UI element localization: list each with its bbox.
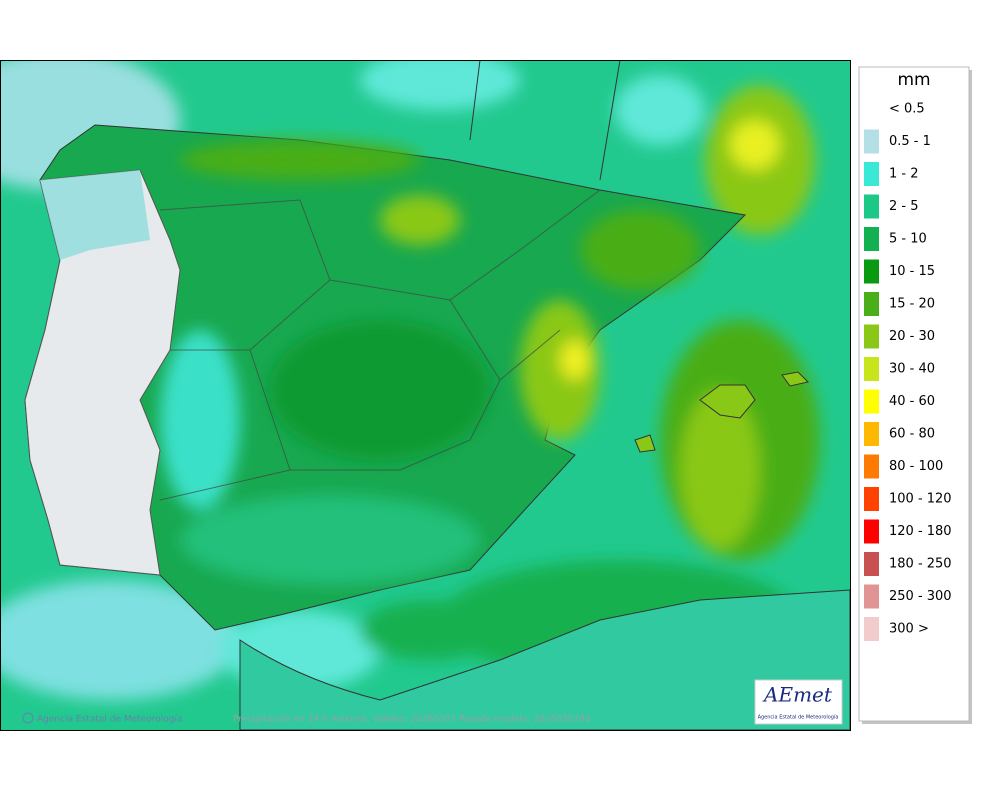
legend-swatch [864, 227, 879, 251]
legend-label: 2 - 5 [889, 199, 919, 214]
logo-subtitle: Agencia Estatal de Meteorología [758, 714, 839, 721]
map-frame [0, 60, 851, 731]
legend-swatch [864, 129, 879, 154]
legend-swatch [864, 617, 879, 641]
galicia-precip [40, 170, 150, 260]
legend-swatch [864, 292, 879, 316]
legend-swatch [864, 97, 879, 121]
legend-swatch [864, 389, 879, 414]
legend-label: 30 - 40 [889, 362, 935, 377]
legend-label: 40 - 60 [889, 394, 935, 409]
portugal-land [24, 169, 181, 576]
legend-title: mm [897, 70, 930, 90]
legend-swatch [864, 259, 879, 284]
legend-label: 60 - 80 [889, 427, 935, 442]
ibiza [634, 434, 656, 453]
legend-label: 250 - 300 [889, 589, 952, 604]
legend-label: 120 - 180 [889, 524, 952, 539]
menorca [781, 371, 809, 387]
map-area [1, 60, 850, 730]
legend-swatch [864, 454, 879, 479]
mallorca [699, 384, 756, 419]
logo-box [754, 679, 843, 725]
french-border [469, 60, 621, 181]
legend-swatch [864, 487, 879, 511]
legend-label: 15 - 20 [889, 297, 935, 312]
legend-swatch [864, 162, 879, 186]
legend-swatch [864, 357, 879, 381]
legend-label: 20 - 30 [889, 329, 935, 344]
legend-label: 80 - 100 [889, 459, 943, 474]
africa-land [239, 589, 850, 730]
legend-swatch [864, 194, 879, 219]
legend-label: 180 - 250 [889, 557, 952, 572]
legend-label: 100 - 120 [889, 492, 952, 507]
legend-swatch [864, 324, 879, 349]
logo-name: AEmet [762, 683, 833, 707]
land-precip-field [160, 140, 700, 585]
legend-label: < 0.5 [889, 102, 925, 117]
legend-items: < 0.5 0.5 - 1 1 - 2 2 - 5 5 - 10 10 - 15 15 - … [864, 97, 952, 641]
footer-caption: Precipitación en 24 h máxima. Validez: 2… [233, 714, 591, 725]
legend-swatch [864, 584, 879, 609]
legend-swatch [864, 422, 879, 446]
legend-label: 0.5 - 1 [889, 134, 931, 149]
copyright-icon [22, 712, 34, 724]
legend-swatch [864, 552, 879, 576]
legend-label: 1 - 2 [889, 167, 919, 182]
legend-label: 5 - 10 [889, 232, 927, 247]
legend-label: 10 - 15 [889, 264, 935, 279]
region-borders [159, 189, 601, 501]
footer-credit: Agencia Estatal de Meteorología [37, 715, 183, 725]
legend-swatch [864, 519, 879, 544]
legend-label: 300 > [889, 622, 929, 637]
